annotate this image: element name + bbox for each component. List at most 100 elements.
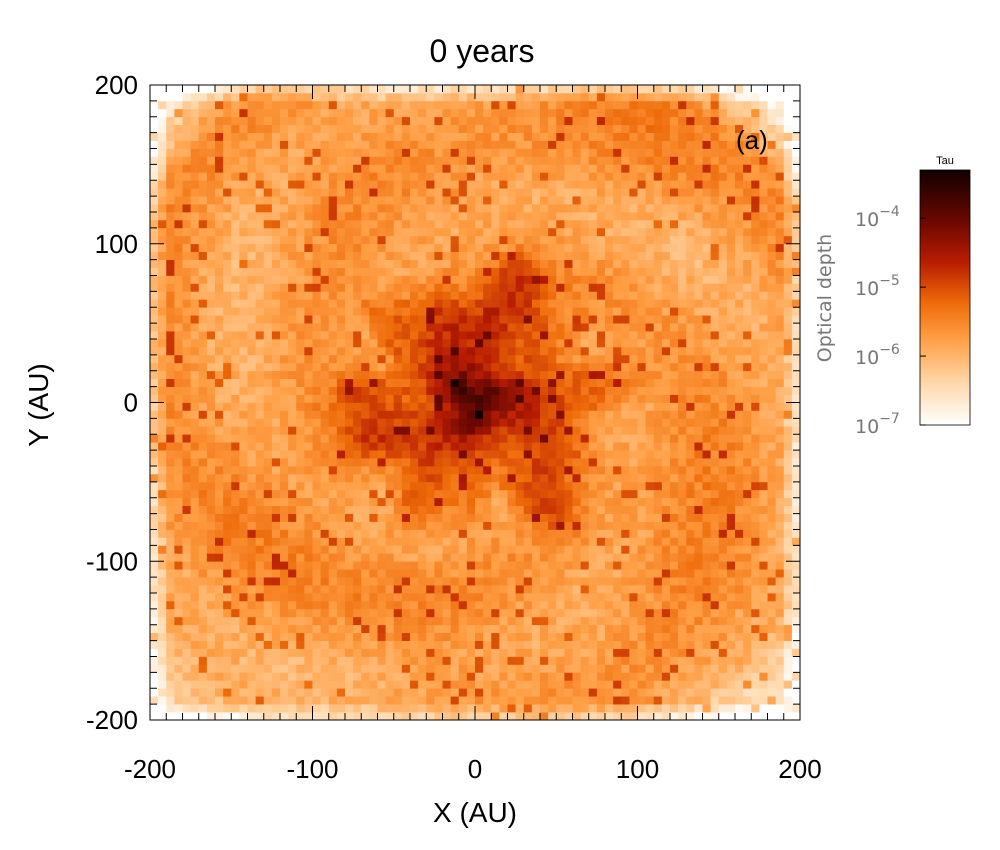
- heatmap-cell: [312, 672, 321, 681]
- heatmap-cell: [353, 704, 362, 713]
- heatmap-cell: [613, 140, 622, 149]
- heatmap-cell: [580, 608, 590, 618]
- heatmap-cell: [548, 267, 557, 276]
- heatmap-cell: [401, 593, 411, 602]
- heatmap-cell: [548, 553, 557, 562]
- heatmap-cell: [280, 426, 289, 435]
- heatmap-cell: [580, 577, 590, 586]
- heatmap-cell: [385, 283, 395, 292]
- heatmap-cell: [572, 251, 581, 260]
- heatmap-cell: [312, 696, 321, 705]
- heatmap-cell: [499, 267, 508, 276]
- heatmap-cell: [466, 664, 476, 673]
- heatmap-cell: [255, 362, 265, 372]
- heatmap-cell: [499, 521, 508, 530]
- heatmap-cell: [515, 442, 525, 451]
- heatmap-cell: [410, 116, 419, 126]
- heatmap-cell: [353, 688, 362, 697]
- heatmap-cell: [548, 648, 557, 657]
- heatmap-cell: [401, 481, 411, 491]
- heatmap-cell: [401, 537, 411, 546]
- heatmap-cell: [166, 116, 175, 126]
- heatmap-cell: [515, 85, 525, 94]
- heatmap-cell: [637, 450, 646, 459]
- heatmap-cell: [320, 323, 330, 332]
- heatmap-cell: [637, 434, 646, 443]
- heatmap-cell: [231, 497, 240, 507]
- heatmap-cell: [255, 386, 265, 395]
- heatmap-cell: [385, 291, 395, 300]
- heatmap-cell: [166, 378, 175, 387]
- heatmap-cell: [247, 346, 256, 356]
- heatmap-cell: [637, 648, 646, 657]
- heatmap-cell: [280, 458, 289, 467]
- heatmap-cell: [475, 632, 484, 641]
- heatmap-cell: [190, 100, 200, 110]
- heatmap-cell: [255, 124, 265, 133]
- heatmap-cell: [255, 624, 265, 634]
- heatmap-cell: [580, 156, 590, 165]
- heatmap-cell: [215, 212, 224, 221]
- heatmap-cell: [621, 585, 630, 594]
- heatmap-cell: [629, 529, 638, 538]
- heatmap-cell: [645, 466, 655, 475]
- heatmap-cell: [507, 489, 516, 499]
- heatmap-cell: [190, 307, 200, 316]
- heatmap-cell: [296, 362, 305, 372]
- heatmap-cell: [215, 521, 224, 530]
- heatmap-cell: [296, 92, 305, 102]
- heatmap-cell: [304, 426, 313, 435]
- heatmap-cell: [328, 418, 338, 427]
- heatmap-cell: [182, 315, 191, 324]
- heatmap-cell: [198, 251, 208, 260]
- heatmap-cell: [621, 704, 630, 713]
- heatmap-cell: [288, 497, 297, 507]
- heatmap-cell: [466, 196, 476, 205]
- heatmap-cell: [629, 434, 638, 443]
- heatmap-cell: [239, 370, 248, 380]
- heatmap-cell: [223, 394, 232, 403]
- heatmap-cell: [629, 307, 638, 316]
- heatmap-cell: [621, 85, 630, 94]
- heatmap-cell: [531, 402, 541, 411]
- heatmap-cell: [304, 156, 313, 165]
- heatmap-cell: [174, 402, 183, 411]
- heatmap-cell: [336, 370, 346, 380]
- heatmap-cell: [174, 434, 183, 443]
- heatmap-cell: [596, 497, 606, 507]
- heatmap-cell: [401, 458, 411, 467]
- heatmap-cell: [320, 156, 330, 165]
- heatmap-cell: [605, 593, 614, 602]
- heatmap-cell: [206, 640, 216, 649]
- heatmap-cell: [629, 339, 638, 348]
- heatmap-cell: [166, 339, 175, 348]
- heatmap-cell: [288, 640, 297, 649]
- heatmap-cell: [320, 473, 330, 483]
- heatmap-cell: [304, 331, 313, 340]
- heatmap-cell: [637, 370, 646, 380]
- heatmap-cell: [580, 442, 590, 451]
- heatmap-cell: [483, 688, 492, 697]
- heatmap-cell: [312, 259, 321, 268]
- heatmap-cell: [523, 593, 533, 602]
- heatmap-cell: [255, 466, 265, 475]
- heatmap-cell: [377, 275, 386, 284]
- heatmap-cell: [336, 235, 346, 245]
- heatmap-cell: [450, 410, 460, 419]
- heatmap-cell: [174, 180, 183, 189]
- heatmap-cell: [239, 204, 248, 213]
- heatmap-cell: [271, 521, 281, 530]
- heatmap-cell: [450, 346, 460, 356]
- heatmap-cell: [206, 394, 216, 403]
- heatmap-cell: [255, 569, 265, 578]
- heatmap-cell: [556, 291, 565, 300]
- heatmap-cell: [475, 426, 484, 435]
- heatmap-cell: [645, 680, 655, 689]
- heatmap-cell: [629, 680, 638, 689]
- heatmap-cell: [158, 410, 167, 419]
- heatmap-cell: [466, 219, 476, 229]
- heatmap-cell: [288, 164, 297, 173]
- heatmap-cell: [596, 243, 606, 253]
- heatmap-cell: [515, 513, 525, 522]
- heatmap-cell: [353, 291, 362, 300]
